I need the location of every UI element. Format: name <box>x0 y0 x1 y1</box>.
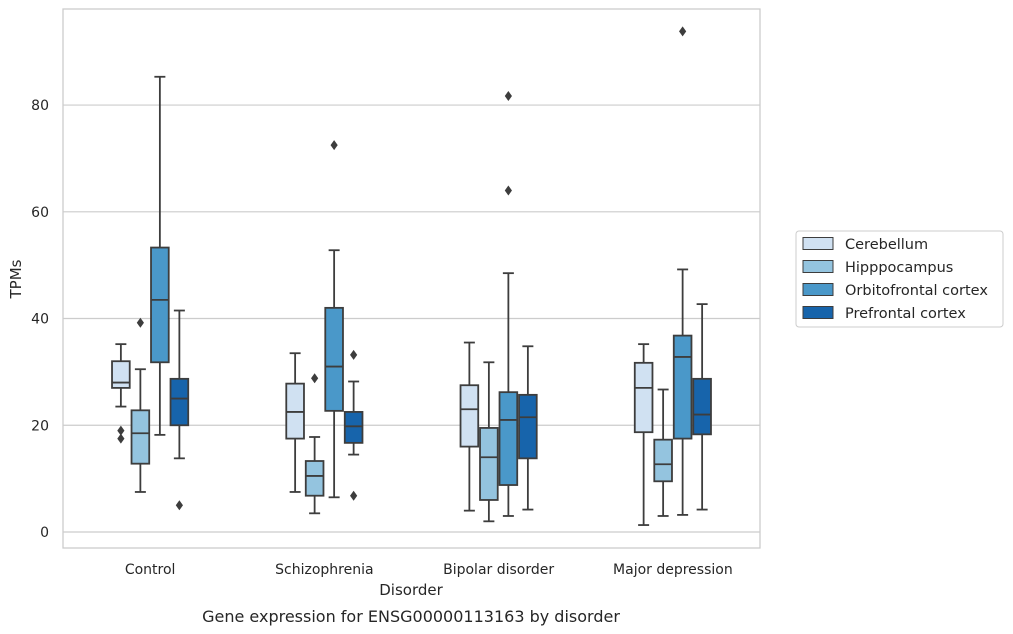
y-tick-label: 20 <box>31 418 49 434</box>
box-iqr <box>479 427 499 501</box>
box-iqr <box>111 360 131 389</box>
x-tick-label: Major depression <box>613 562 733 578</box>
outlier-point <box>330 140 338 151</box>
outlier-point <box>504 90 512 101</box>
x-tick-label: Schizophrenia <box>275 562 373 578</box>
y-tick-labels: 0 20 40 60 80 <box>31 98 49 541</box>
box-orbitofrontal-cortex <box>672 26 693 516</box>
outlier-point <box>350 490 358 501</box>
box-orbitofrontal-cortex <box>498 90 519 517</box>
box-prefrontal-cortex <box>692 303 712 511</box>
outlier-point <box>311 373 319 384</box>
y-tick-label: 80 <box>31 98 49 114</box>
y-tick-label: 40 <box>31 312 49 328</box>
box-iqr <box>498 391 519 486</box>
y-axis-title: TPMs <box>7 259 25 299</box>
x-axis-title: Disorder <box>379 581 443 599</box>
plot-frame <box>62 8 761 549</box>
box-iqr <box>324 306 344 412</box>
box-cerebellum <box>459 341 480 512</box>
outlier-point <box>136 317 144 328</box>
outlier-point <box>117 425 125 436</box>
legend-swatch-3 <box>802 306 834 319</box>
box-iqr <box>672 334 693 440</box>
box-cerebellum <box>633 343 654 526</box>
box-iqr <box>459 384 480 448</box>
legend-label: Orbitofrontal cortex <box>845 283 988 299</box>
outlier-point <box>679 26 687 37</box>
box-iqr <box>692 377 712 436</box>
box-iqr <box>518 393 538 460</box>
box-prefrontal-cortex <box>169 309 190 511</box>
chart-caption: Gene expression for ENSG00000113163 by d… <box>202 607 620 626</box>
box-prefrontal-cortex <box>518 345 538 511</box>
box-iqr <box>633 361 654 434</box>
box-iqr <box>653 438 673 483</box>
outlier-point <box>504 185 512 196</box>
box-orbitofrontal-cortex <box>324 140 344 499</box>
box-iqr <box>150 246 170 364</box>
box-iqr <box>304 460 325 497</box>
x-tick-label: Control <box>125 562 176 578</box>
legend-label: Hipppocampus <box>845 260 953 276</box>
x-tick-labels: Control Schizophrenia Bipolar disorder Majo… <box>125 562 733 578</box>
legend: Cerebellum Hipppocampus Orbitofrontal cort… <box>795 230 1004 328</box>
x-tick-label: Bipolar disorder <box>443 562 554 578</box>
box-cerebellum <box>111 343 131 444</box>
box-iqr <box>130 409 151 465</box>
box-groups <box>111 26 712 526</box>
legend-swatch-1 <box>802 260 834 273</box>
legend-label: Prefrontal cortex <box>845 306 966 322</box>
box-prefrontal-cortex <box>343 349 364 501</box>
box-cerebellum <box>285 352 305 493</box>
box-hipppocampus <box>130 317 151 493</box>
legend-swatch-2 <box>802 283 834 296</box>
legend-swatch-0 <box>802 237 834 250</box>
outlier-point <box>175 500 183 511</box>
box-iqr <box>169 377 190 427</box>
y-tick-label: 0 <box>40 525 49 541</box>
legend-label: Cerebellum <box>845 237 928 253</box>
box-hipppocampus <box>479 361 499 523</box>
box-hipppocampus <box>653 388 673 517</box>
box-iqr <box>343 411 364 444</box>
y-tick-label: 60 <box>31 205 49 221</box>
outlier-point <box>350 349 358 360</box>
legend-frame <box>795 230 1004 328</box>
outlier-point <box>117 433 125 444</box>
box-orbitofrontal-cortex <box>150 75 170 436</box>
box-hipppocampus <box>304 373 325 515</box>
